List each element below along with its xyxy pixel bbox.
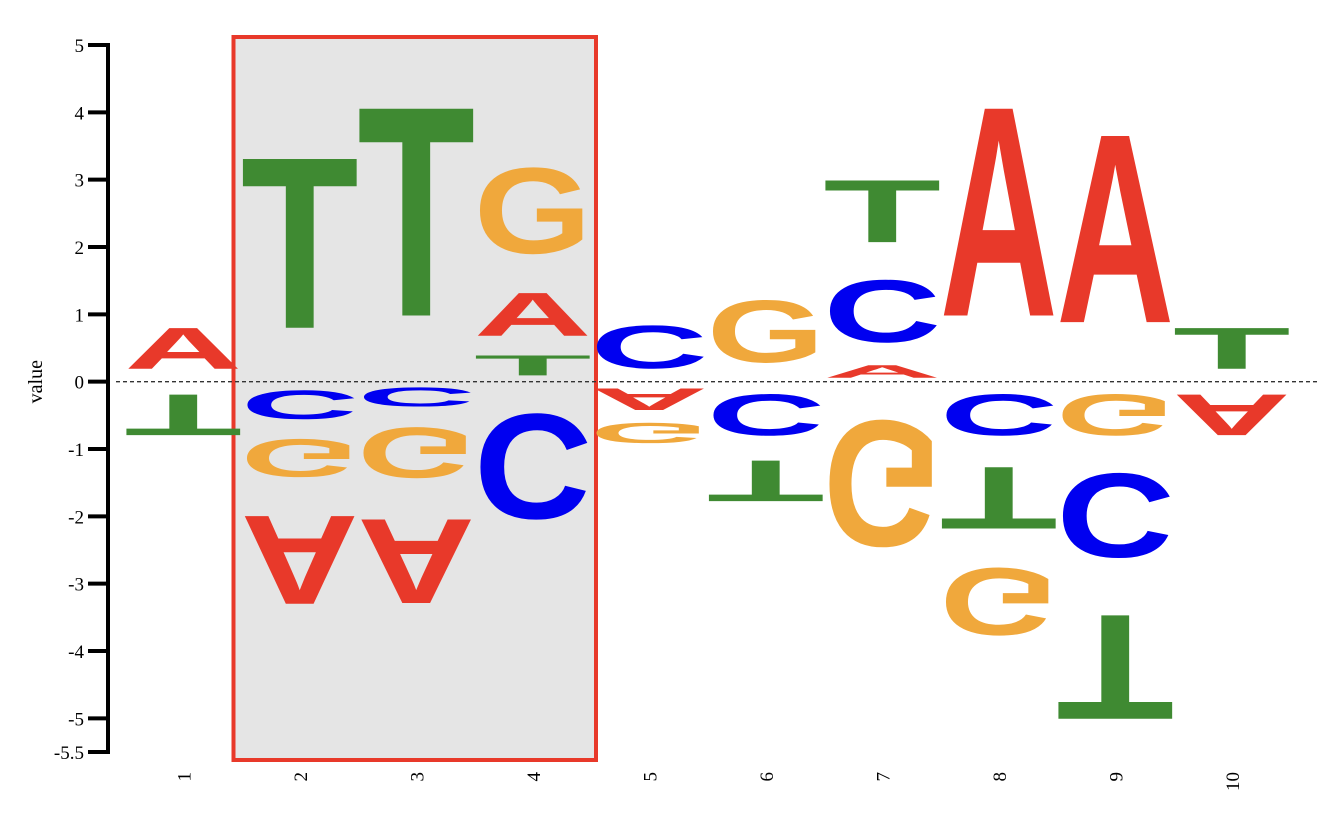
x-tick-label: 8 (990, 772, 1011, 782)
glyph-c-pos-3: C (357, 382, 475, 412)
glyph-a-pos-8: A (940, 45, 1058, 380)
glyph-t-pos-6: T (707, 448, 825, 514)
x-tick-label: 9 (1106, 772, 1127, 782)
glyph-g-pos-2: G (241, 427, 359, 487)
highlight-region (231, 35, 598, 762)
y-tick-label: -2 (68, 507, 84, 528)
y-tick-label: -5 (68, 709, 84, 730)
glyph-a-pos-4: A (474, 280, 592, 349)
glyph-t-pos-3: T (357, 43, 475, 380)
glyph-a-pos-7: A (823, 361, 941, 381)
glyph-g-pos-5: G (590, 417, 708, 449)
y-tick-label: 5 (75, 36, 85, 57)
glyph-a-pos-5: A (590, 382, 708, 417)
glyph-t-pos-2: T (241, 105, 359, 379)
glyph-a-pos-2: A (241, 488, 359, 631)
highlight-rect (231, 35, 598, 762)
y-tick-label: -4 (68, 642, 84, 663)
y-tick-label: 2 (75, 238, 85, 259)
glyph-g-pos-9: G (1056, 382, 1174, 448)
glyph-c-pos-8: C (940, 382, 1058, 448)
y-axis: 5 4 3 2 1 0 -1 -2 -3 -4 -5 -5.5 (54, 36, 110, 764)
glyph-c-pos-9: C (1056, 448, 1174, 582)
y-tick-label: 3 (75, 171, 85, 192)
glyph-g-pos-6: G (707, 282, 825, 381)
glyph-g-pos-8: G (940, 548, 1058, 656)
x-tick-label: 4 (524, 772, 545, 782)
y-tick-label: 4 (75, 103, 85, 124)
glyph-g-pos-7: G (823, 382, 941, 583)
x-tick-label: 7 (873, 772, 894, 782)
glyph-t-pos-4: T (474, 349, 592, 381)
x-tick-label: 5 (640, 772, 661, 782)
glyph-a-pos-10: A (1173, 382, 1291, 448)
glyph-a-pos-3: A (357, 493, 475, 629)
glyph-t-pos-8: T (940, 448, 1058, 547)
y-tick-label: -3 (68, 575, 84, 596)
y-tick-label: 0 (75, 373, 85, 394)
y-tick-label: -5.5 (54, 743, 84, 764)
y-tick-label: 1 (75, 305, 85, 326)
glyph-c-pos-5: C (590, 313, 708, 382)
x-tick-label: 10 (1223, 772, 1244, 791)
x-tick-label: 6 (757, 772, 778, 782)
glyph-g-pos-3: G (357, 412, 475, 493)
glyph-c-pos-2: C (241, 382, 359, 428)
x-tick-label: 1 (174, 772, 195, 782)
x-tick-label: 3 (407, 772, 428, 782)
glyph-t-pos-1: T (124, 382, 242, 448)
glyph-c-pos-4: C (474, 382, 592, 550)
glyph-t-pos-7: T (823, 161, 941, 261)
glyph-c-pos-6: C (707, 382, 825, 448)
x-tick-label: 2 (291, 772, 312, 782)
glyph-c-pos-7: C (823, 261, 941, 360)
glyph-t-pos-10: T (1173, 316, 1291, 382)
glyph-a-pos-1: A (124, 316, 242, 382)
y-axis-title: value (25, 360, 47, 403)
glyph-g-pos-4: G (474, 143, 592, 280)
glyph-a-pos-9: A (1056, 79, 1174, 380)
x-axis: 1 2 3 4 5 6 7 8 9 10 (174, 772, 1244, 792)
y-tick-label: -1 (68, 440, 84, 461)
glyph-t-pos-9: T (1056, 583, 1174, 751)
